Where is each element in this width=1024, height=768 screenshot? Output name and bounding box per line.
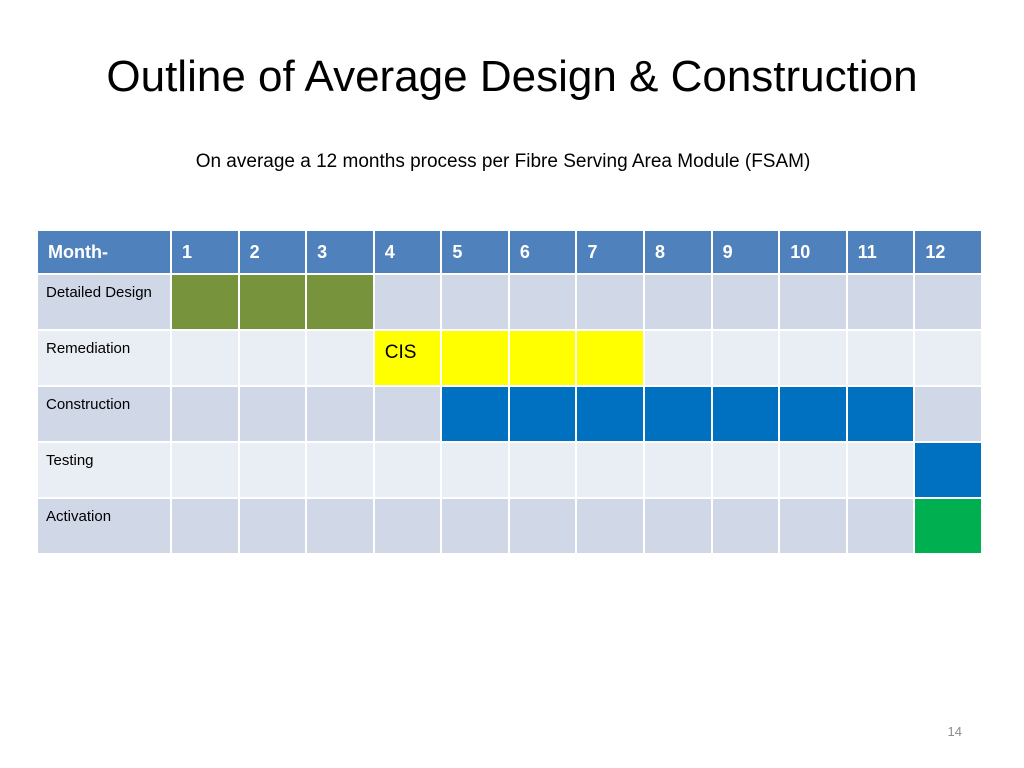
empty-month-cell	[507, 273, 578, 331]
empty-month-cell	[710, 273, 781, 331]
gantt-bar-cell	[643, 385, 713, 443]
gantt-bar-cell	[507, 385, 578, 443]
header-month-label: Month-	[36, 229, 172, 275]
empty-month-cell	[372, 497, 443, 555]
row-label: Activation	[36, 497, 172, 555]
empty-month-cell	[643, 497, 713, 555]
empty-month-cell	[237, 441, 308, 499]
gantt-bar-cell	[845, 385, 916, 443]
table-row: Activation	[36, 497, 983, 555]
gantt-bar-cell	[710, 385, 781, 443]
empty-month-cell	[305, 497, 375, 555]
gantt-bar-cell	[575, 385, 646, 443]
row-label: Testing	[36, 441, 172, 499]
header-month-6: 6	[507, 229, 578, 275]
slide-subtitle: On average a 12 months process per Fibre…	[195, 151, 811, 172]
header-month-5: 5	[440, 229, 510, 275]
empty-month-cell	[845, 329, 916, 387]
empty-month-cell	[305, 329, 375, 387]
empty-month-cell	[845, 273, 916, 331]
empty-month-cell	[913, 385, 983, 443]
header-row: Month- 1 2 3 4 5 6 7 8 9 10 11 12	[36, 229, 983, 275]
header-month-11: 11	[845, 229, 916, 275]
header-month-10: 10	[778, 229, 848, 275]
gantt-bar-cell	[913, 497, 983, 555]
empty-month-cell	[710, 441, 781, 499]
empty-month-cell	[778, 441, 848, 499]
gantt-bar-cell	[440, 329, 510, 387]
row-label: Detailed Design	[36, 273, 172, 331]
table-row: Construction	[36, 385, 983, 443]
gantt-bar-cell	[778, 385, 848, 443]
gantt-bar-cell: CIS	[372, 329, 443, 387]
empty-month-cell	[372, 273, 443, 331]
empty-month-cell	[170, 441, 240, 499]
empty-month-cell	[575, 273, 646, 331]
empty-month-cell	[305, 385, 375, 443]
empty-month-cell	[778, 497, 848, 555]
gantt-bar-cell	[507, 329, 578, 387]
empty-month-cell	[440, 441, 510, 499]
gantt-bar-cell	[305, 273, 375, 331]
empty-month-cell	[710, 329, 781, 387]
empty-month-cell	[643, 441, 713, 499]
empty-month-cell	[913, 329, 983, 387]
empty-month-cell	[507, 497, 578, 555]
empty-month-cell	[778, 273, 848, 331]
header-month-9: 9	[710, 229, 781, 275]
empty-month-cell	[913, 273, 983, 331]
empty-month-cell	[237, 385, 308, 443]
gantt-bar-cell	[575, 329, 646, 387]
gantt-bar-cell	[170, 273, 240, 331]
slide-title: Outline of Average Design & Construction	[106, 52, 918, 101]
header-month-8: 8	[643, 229, 713, 275]
page-number: 14	[947, 724, 962, 739]
gantt-bar-cell	[440, 385, 510, 443]
table-row: Detailed Design	[36, 273, 983, 331]
empty-month-cell	[643, 329, 713, 387]
header-month-1: 1	[170, 229, 240, 275]
header-month-3: 3	[305, 229, 375, 275]
header-month-2: 2	[237, 229, 308, 275]
row-label: Remediation	[36, 329, 172, 387]
empty-month-cell	[237, 497, 308, 555]
table-row: Testing	[36, 441, 983, 499]
gantt-bar-cell	[237, 273, 308, 331]
empty-month-cell	[507, 441, 578, 499]
empty-month-cell	[778, 329, 848, 387]
empty-month-cell	[845, 497, 916, 555]
row-label: Construction	[36, 385, 172, 443]
empty-month-cell	[710, 497, 781, 555]
header-month-12: 12	[913, 229, 983, 275]
empty-month-cell	[372, 385, 443, 443]
header-month-7: 7	[575, 229, 646, 275]
empty-month-cell	[845, 441, 916, 499]
empty-month-cell	[237, 329, 308, 387]
empty-month-cell	[170, 385, 240, 443]
table-body: Detailed Design Remediation CIS Constructio…	[36, 273, 983, 555]
gantt-bar-cell	[913, 441, 983, 499]
empty-month-cell	[170, 497, 240, 555]
empty-month-cell	[575, 441, 646, 499]
empty-month-cell	[440, 273, 510, 331]
table-row: Remediation CIS	[36, 329, 983, 387]
empty-month-cell	[440, 497, 510, 555]
empty-month-cell	[575, 497, 646, 555]
empty-month-cell	[643, 273, 713, 331]
empty-month-cell	[305, 441, 375, 499]
header-month-4: 4	[372, 229, 443, 275]
empty-month-cell	[372, 441, 443, 499]
empty-month-cell	[170, 329, 240, 387]
schedule-table: Month- 1 2 3 4 5 6 7 8 9 10 11 12 Detailed Design Re…	[36, 229, 983, 555]
bar-label: CIS	[384, 342, 417, 363]
